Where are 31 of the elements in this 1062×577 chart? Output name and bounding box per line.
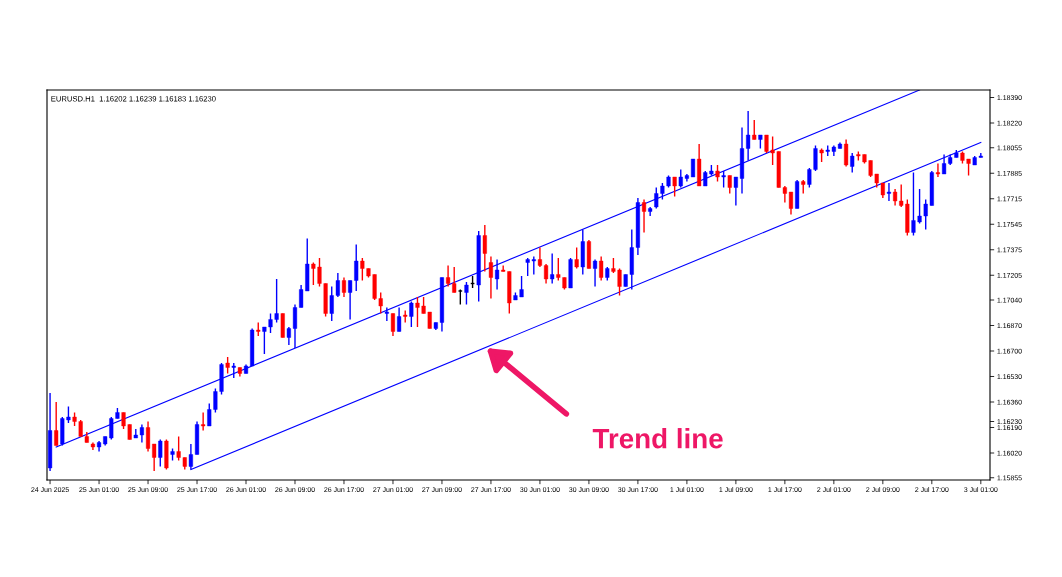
candlestick — [574, 246, 579, 270]
candlestick — [384, 306, 389, 322]
candlestick — [464, 281, 469, 306]
candlestick — [488, 255, 493, 300]
candlestick — [746, 110, 751, 162]
candlestick — [788, 191, 794, 216]
candlestick — [935, 162, 940, 178]
candlestick — [158, 438, 163, 468]
candlestick — [280, 312, 285, 339]
candlestick — [641, 198, 647, 234]
candlestick — [390, 312, 396, 337]
candlestick — [752, 119, 757, 141]
candlestick — [844, 138, 849, 168]
candlestick — [201, 411, 206, 432]
candlestick — [599, 255, 604, 282]
candlestick — [397, 306, 402, 333]
candlestick — [886, 182, 892, 202]
candlestick — [550, 252, 555, 285]
candlestick — [54, 401, 59, 447]
candlestick — [409, 300, 414, 328]
candlestick — [850, 152, 855, 174]
candlestick — [593, 258, 598, 288]
candlestick — [495, 258, 500, 291]
candlestick — [733, 176, 738, 207]
candlestick — [292, 303, 298, 349]
candlestick — [544, 263, 549, 285]
candlestick — [537, 246, 542, 268]
candlestick — [672, 176, 677, 198]
annotation: Trend line — [592, 428, 723, 449]
candlestick — [341, 276, 347, 298]
candlestick — [482, 224, 487, 273]
